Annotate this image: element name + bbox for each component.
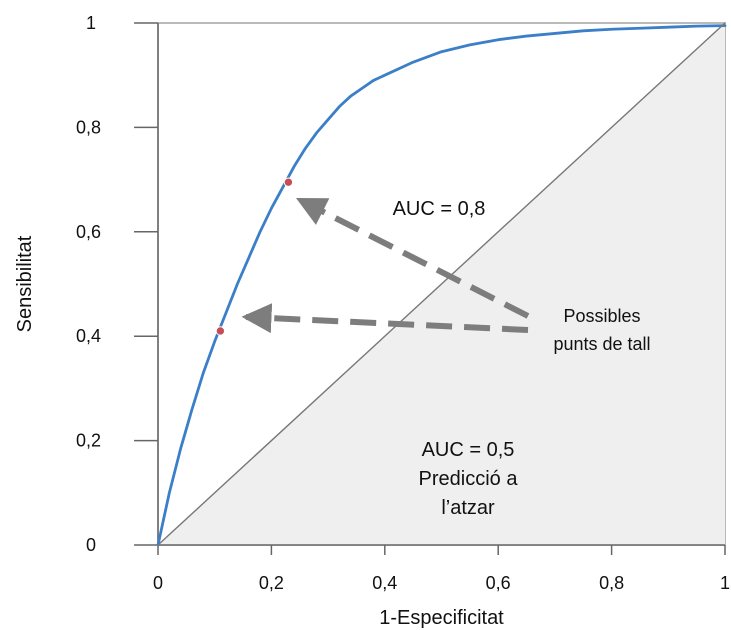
auc-main-label: AUC = 0,8 — [393, 198, 486, 220]
x-tick-label: 0 — [153, 573, 163, 593]
auc-random-label-line2: Predicció a — [419, 468, 519, 490]
arrow-to-upper-cut-point — [295, 197, 530, 319]
cut-points-label-line1: Possibles — [563, 306, 640, 326]
y-tick-label: 0 — [86, 535, 96, 555]
x-tick-label: 0,8 — [599, 573, 624, 593]
auc-random-label-line3: l’atzar — [441, 497, 495, 519]
y-tick-label: 0,6 — [76, 222, 101, 242]
cut-point — [215, 326, 226, 336]
x-tick-label: 0,4 — [372, 573, 397, 593]
y-tick-label: 0,8 — [76, 117, 101, 137]
y-tick-label: 1 — [86, 13, 96, 33]
x-tick-label: 0,6 — [486, 573, 511, 593]
y-axis-label: Sensibilitat — [14, 235, 36, 332]
cut-point — [283, 177, 294, 187]
arrow-to-lower-cut-point — [241, 303, 529, 334]
auc-random-label-line1: AUC = 0,5 — [422, 439, 515, 461]
cut-points-label-line2: punts de tall — [553, 334, 650, 354]
x-tick-label: 1 — [720, 573, 730, 593]
diagonal-line — [157, 22, 726, 546]
y-tick-label: 0,2 — [76, 431, 101, 451]
y-tick-label: 0,4 — [76, 326, 101, 346]
x-tick-label: 0,2 — [259, 573, 284, 593]
x-axis-label: 1-Especificitat — [379, 607, 504, 629]
